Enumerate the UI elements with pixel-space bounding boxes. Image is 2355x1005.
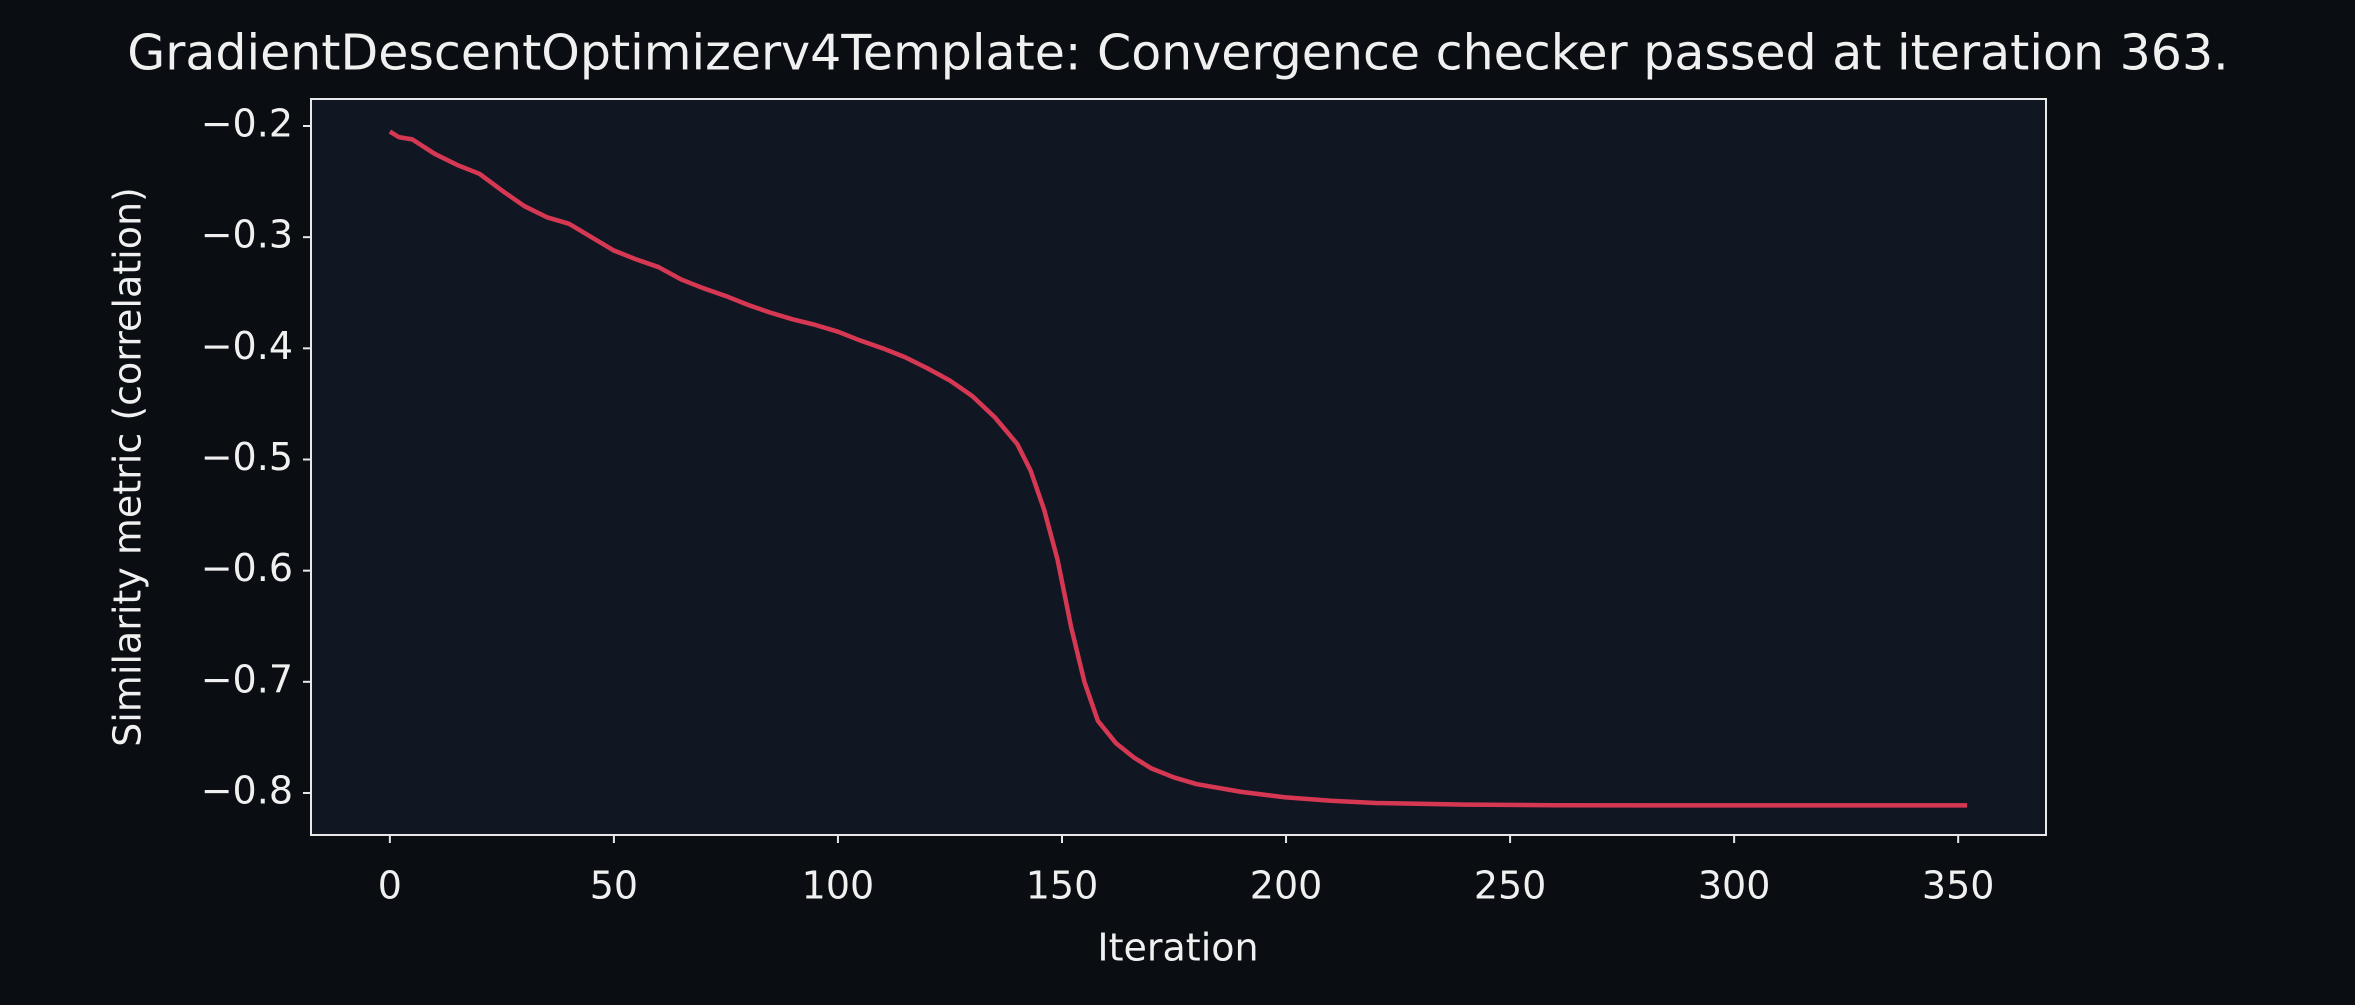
y-tick-label: −0.6 — [201, 546, 293, 590]
chart-title: GradientDescentOptimizerv4Template: Conv… — [127, 25, 2228, 82]
axes-frame — [310, 98, 2047, 836]
x-tick-label: 0 — [378, 864, 402, 908]
x-tick-label: 300 — [1698, 864, 1771, 908]
y-tick-label: −0.5 — [201, 435, 293, 479]
x-tick-label: 350 — [1922, 864, 1995, 908]
line-series — [388, 129, 1968, 808]
y-tick-label: −0.8 — [201, 768, 293, 812]
y-tick-label: −0.2 — [201, 102, 293, 146]
x-tick-label: 200 — [1250, 864, 1323, 908]
x-tick-label: 50 — [590, 864, 638, 908]
y-tick-label: −0.7 — [201, 657, 293, 701]
x-tick-label: 150 — [1026, 864, 1099, 908]
plot-area — [311, 99, 2046, 835]
x-tick-label: 100 — [802, 864, 875, 908]
y-tick-label: −0.3 — [201, 213, 293, 257]
y-tick-label: −0.4 — [201, 324, 293, 368]
y-axis-label: Similarity metric (correlation) — [106, 187, 150, 747]
x-tick-label: 250 — [1474, 864, 1547, 908]
x-axis-label: Iteration — [1097, 926, 1258, 970]
